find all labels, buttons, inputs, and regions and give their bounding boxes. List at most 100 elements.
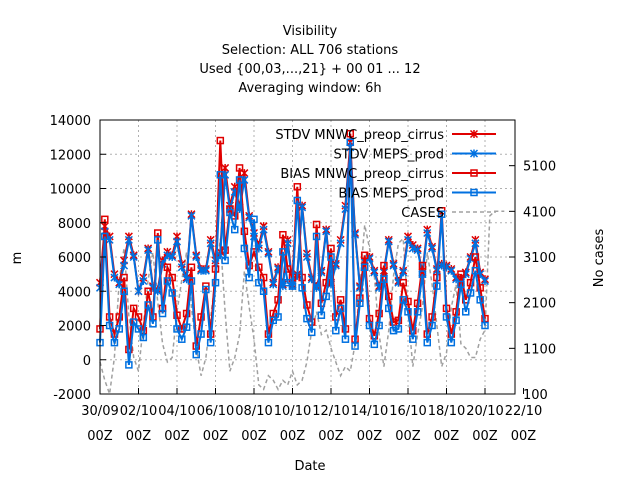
data-point	[389, 261, 398, 270]
y-tick-label: -2000	[53, 388, 91, 403]
data-point	[235, 164, 244, 172]
axes: -2000 0 2000 4000 6000 8000 10000 12000 14000 100…	[50, 114, 556, 444]
data-point	[457, 270, 465, 278]
title-line-4: Averaging window: 6h	[238, 81, 381, 96]
data-point	[163, 251, 172, 260]
y-tick-label: 4000	[58, 285, 91, 300]
x-tick-label-hour: 00Z	[395, 429, 421, 444]
data-point	[293, 196, 302, 205]
data-point	[442, 313, 451, 321]
data-point	[197, 330, 205, 338]
data-point	[331, 261, 340, 270]
data-point	[173, 325, 181, 333]
series-3	[96, 138, 489, 369]
legend-label: CASES	[401, 206, 444, 221]
legend-label: STDV MNWC_preop_cirrus	[275, 128, 444, 143]
data-point	[447, 266, 456, 275]
x-tick-label: 04/10	[158, 404, 195, 419]
data-point	[428, 244, 437, 253]
data-point	[317, 311, 326, 319]
y-tick-label: 14000	[50, 114, 91, 129]
data-point	[129, 304, 138, 313]
data-point	[192, 252, 201, 262]
x-tick-label: 30/09	[81, 404, 118, 419]
data-point	[370, 340, 379, 349]
data-point	[409, 335, 417, 343]
y-tick-label: 6000	[58, 251, 91, 266]
data-point	[197, 313, 205, 321]
data-point	[158, 309, 167, 318]
data-point	[322, 278, 330, 287]
data-point	[365, 321, 374, 330]
data-point	[187, 263, 196, 272]
data-point	[255, 278, 263, 287]
x-tick-label: 18/10	[428, 404, 465, 419]
data-point	[216, 136, 225, 145]
y2-tick-label: 2100	[523, 297, 556, 312]
data-point	[202, 285, 210, 294]
data-point	[120, 287, 128, 295]
data-point	[139, 333, 148, 342]
data-point	[231, 225, 239, 234]
data-point	[399, 278, 407, 287]
y2-tick-label: 3100	[523, 251, 556, 266]
data-point	[259, 225, 268, 234]
series-line	[99, 210, 505, 395]
data-point	[264, 338, 273, 347]
data-point	[471, 266, 480, 275]
data-point	[120, 261, 129, 270]
x-tick-label-hour: 00Z	[472, 429, 498, 444]
data-point	[380, 275, 388, 284]
data-point	[336, 304, 345, 313]
data-point	[154, 236, 162, 244]
series-lines	[95, 129, 505, 395]
data-point	[293, 183, 302, 191]
data-point	[129, 318, 138, 326]
y-tick-label: 2000	[58, 320, 91, 335]
y2-tick-label: 100	[523, 388, 548, 403]
y2-tick-label: 4100	[523, 205, 556, 220]
y-tick-label: 8000	[58, 217, 91, 232]
title-line-1: Visibility	[283, 24, 338, 39]
data-point	[250, 215, 258, 224]
data-point	[177, 263, 186, 272]
data-point	[389, 318, 398, 326]
data-point	[172, 237, 182, 246]
x-tick-label-hour: 00Z	[87, 429, 113, 444]
x-tick-label-hour: 00Z	[203, 429, 229, 444]
data-point	[221, 256, 229, 265]
data-point	[375, 321, 383, 330]
data-point	[110, 338, 119, 347]
data-point	[351, 342, 359, 350]
data-point	[394, 325, 403, 333]
y2-tick-label: 1100	[523, 342, 556, 357]
data-point	[403, 235, 413, 244]
y-tick-label: 10000	[50, 183, 91, 198]
data-point	[423, 228, 432, 238]
data-point	[346, 129, 354, 138]
data-point	[452, 316, 460, 325]
data-point	[192, 350, 200, 359]
data-point	[134, 287, 143, 296]
data-point	[384, 237, 393, 246]
data-point	[341, 335, 350, 343]
data-point	[178, 325, 186, 333]
data-point	[163, 277, 172, 285]
x-tick-label: 20/10	[466, 404, 503, 419]
data-point	[428, 321, 436, 330]
data-point	[105, 321, 114, 330]
x-tick-label-hour: 00Z	[164, 429, 190, 444]
data-point	[413, 308, 422, 316]
data-point	[101, 232, 109, 241]
data-point	[134, 325, 143, 333]
x-tick-label: 10/10	[274, 404, 311, 419]
data-point	[447, 330, 456, 338]
data-point	[288, 282, 297, 290]
legend-label: BIAS MNWC_preop_cirrus	[280, 167, 444, 182]
data-point	[302, 252, 311, 262]
data-point	[408, 244, 417, 253]
data-point	[211, 278, 220, 287]
data-point	[187, 211, 196, 220]
data-point	[173, 311, 181, 319]
